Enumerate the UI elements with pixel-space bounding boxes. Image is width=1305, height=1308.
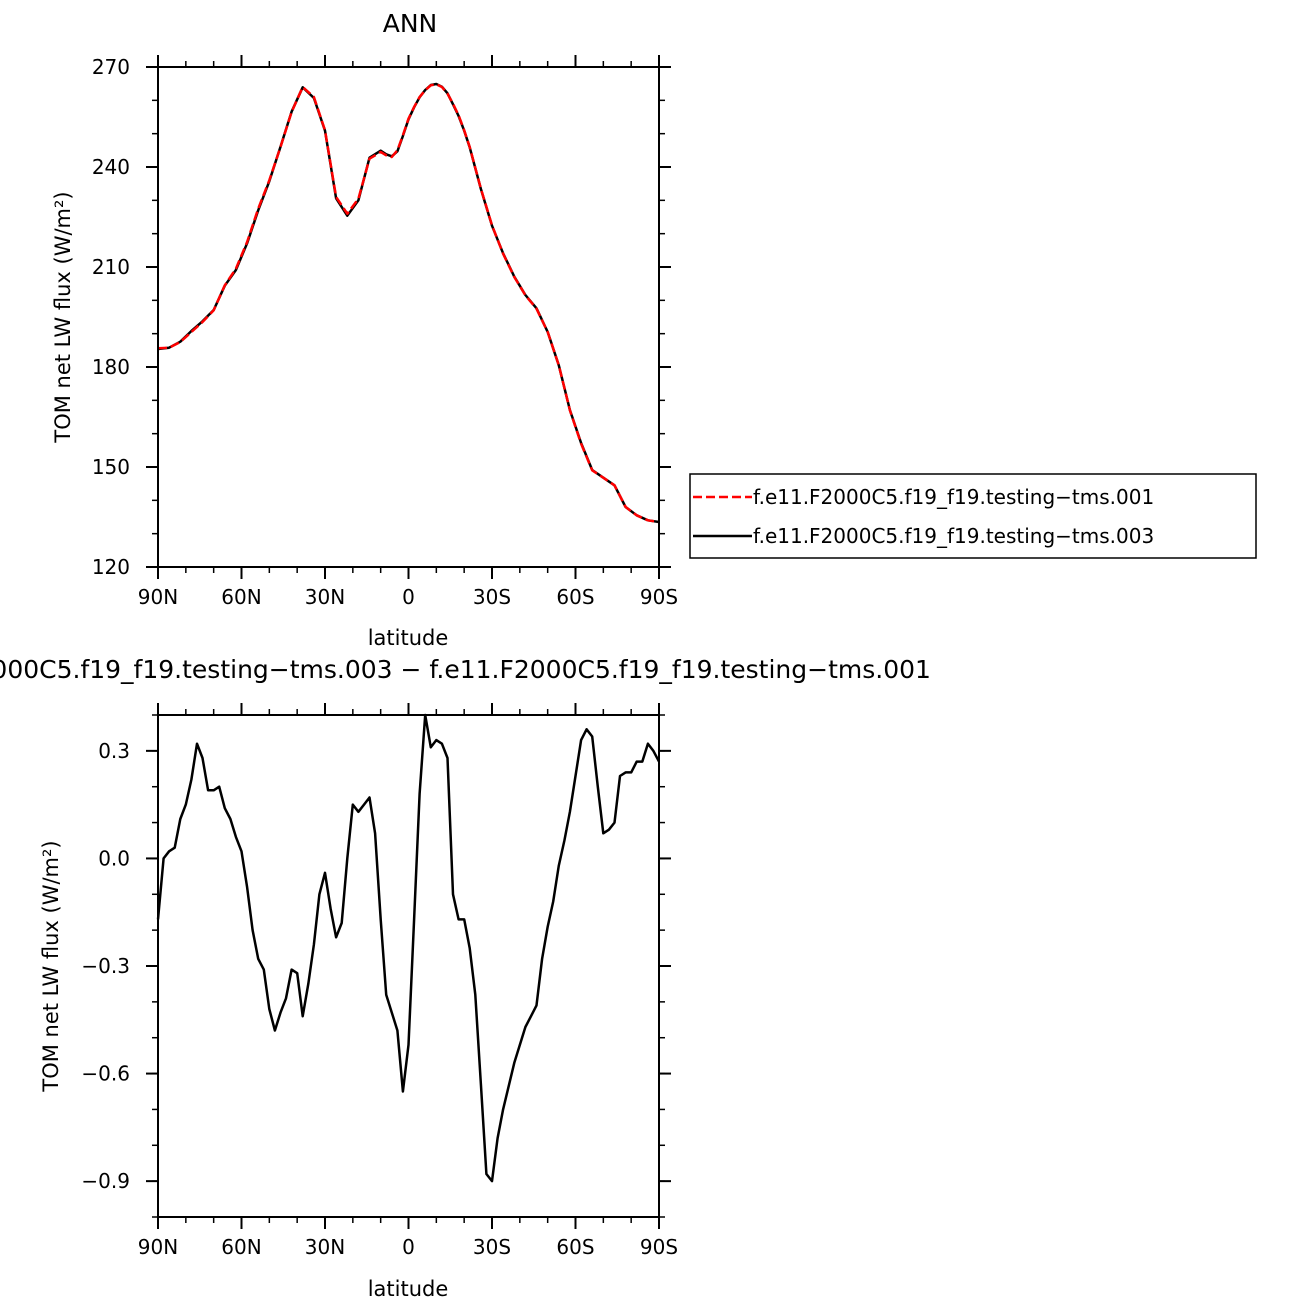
top-panel: ANN 90N 60N 30N 0 30S 60S 90S 120 150 180 210 240 27…: [51, 9, 678, 650]
legend-label-series-003: f.e11.F2000C5.f19_f19.testing−tms.003: [753, 524, 1154, 548]
bottom-y-tick-label: −0.9: [81, 1169, 130, 1193]
top-x-tick-label: 60N: [221, 585, 261, 609]
bottom-y-tick-label: −0.6: [81, 1062, 130, 1086]
bottom-y-axis-label: TOM net LW flux (W/m²): [39, 840, 63, 1092]
bottom-x-axis-label: latitude: [368, 1277, 449, 1301]
bottom-series-line-0: [156, 713, 661, 1183]
bottom-series-lines: [156, 713, 661, 1183]
top-y-tick-label: 180: [92, 355, 130, 379]
top-y-tick-label: 240: [92, 155, 130, 179]
top-y-tick-label: 150: [92, 455, 130, 479]
bottom-y-tick-label: −0.3: [81, 954, 130, 978]
top-tick-labels: 90N 60N 30N 0 30S 60S 90S 120 150 180 210 240 270: [92, 55, 678, 609]
top-x-tick-label: 60S: [556, 585, 594, 609]
top-series-line-0: [157, 83, 660, 524]
bottom-axes-ticks: [146, 703, 671, 1229]
bottom-x-tick-label: 90N: [138, 1235, 178, 1259]
legend-box: [689, 473, 1257, 559]
top-series-lines: [157, 82, 660, 524]
bottom-tick-labels: 90N 60N 30N 0 30S 60S 90S 0.3 0.0 −0.3 −0.6 −0.9: [81, 739, 678, 1259]
top-x-axis-label: latitude: [368, 626, 449, 650]
top-x-tick-label: 30N: [305, 585, 345, 609]
bottom-x-tick-label: 60N: [221, 1235, 261, 1259]
top-y-tick-label: 120: [92, 555, 130, 579]
legend: f.e11.F2000C5.f19_f19.testing−tms.001 f.…: [689, 473, 1257, 559]
top-x-tick-label: 90S: [640, 585, 678, 609]
top-x-tick-label: 30S: [473, 585, 511, 609]
bottom-panel: f.e11.F2000C5.f19_f19.testing−tms.003 − …: [0, 655, 931, 1301]
bottom-plot-frame: [157, 714, 660, 1218]
top-series-line-1: [157, 82, 660, 524]
bottom-y-tick-label: 0.3: [98, 739, 130, 763]
bottom-y-tick-label: 0.0: [98, 846, 130, 870]
bottom-x-tick-label: 0: [402, 1235, 415, 1259]
bottom-x-tick-label: 90S: [640, 1235, 678, 1259]
top-axes-ticks: [146, 55, 671, 579]
top-y-axis-label: TOM net LW flux (W/m²): [51, 191, 75, 443]
bottom-x-tick-label: 30S: [473, 1235, 511, 1259]
bottom-chart-title: f.e11.F2000C5.f19_f19.testing−tms.003 − …: [0, 655, 931, 684]
bottom-x-tick-label: 30N: [305, 1235, 345, 1259]
top-plot-frame: [157, 66, 660, 568]
top-y-tick-label: 270: [92, 55, 130, 79]
top-chart-title: ANN: [383, 9, 438, 38]
legend-label-series-001: f.e11.F2000C5.f19_f19.testing−tms.001: [753, 485, 1154, 509]
top-x-tick-label: 0: [402, 585, 415, 609]
bottom-x-tick-label: 60S: [556, 1235, 594, 1259]
top-x-tick-label: 90N: [138, 585, 178, 609]
top-y-tick-label: 210: [92, 255, 130, 279]
